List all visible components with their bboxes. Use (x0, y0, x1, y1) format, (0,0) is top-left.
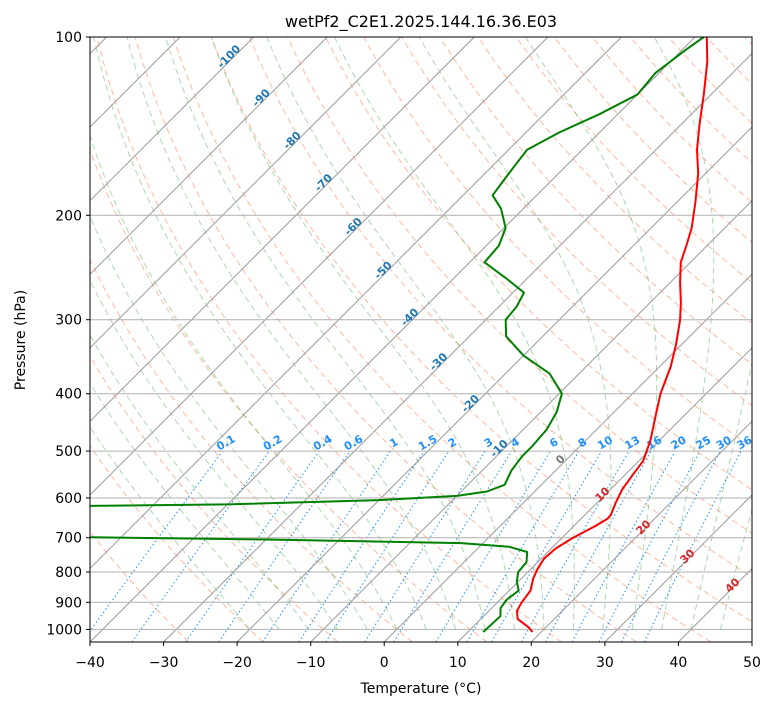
x-tick-label: −30 (149, 655, 179, 671)
dry-adiabat-line (96, 37, 562, 642)
chart-title: wetPf2_C2E1.2025.144.16.36.E03 (285, 12, 557, 32)
isotherm-line (90, 37, 696, 642)
moist-adiabat-line (334, 37, 575, 630)
dry-adiabat-line (286, 37, 752, 534)
x-tick-label: 50 (743, 655, 761, 671)
x-tick-label: 30 (596, 655, 614, 671)
moist-adiabat-line (653, 37, 715, 630)
moist-adiabat-line (93, 37, 427, 630)
moist-adiabat-line (90, 134, 398, 630)
x-axis-ticks: −40 −30 −20 −10 0 10 20 30 40 50 (75, 642, 761, 671)
dry-adiabat-line (134, 37, 637, 642)
x-tick-label: −20 (222, 655, 252, 671)
mixing-ratio-line (262, 450, 391, 642)
isotherm-line (90, 37, 549, 496)
y-tick-label: 400 (55, 387, 82, 403)
mixing-ratio-line (571, 450, 676, 642)
mixing-ratio-label: 36 (735, 433, 755, 452)
isotherm-line (604, 494, 752, 642)
moist-adiabat-line (90, 426, 251, 630)
mixing-ratio-line (185, 450, 320, 642)
isotherm-line (383, 273, 752, 642)
isotherm-line (163, 52, 752, 642)
mixing-ratio-line (131, 450, 270, 642)
isotherm-line (90, 37, 622, 570)
isotherm-line (90, 37, 402, 349)
dry-adiabat-line (210, 37, 752, 623)
y-tick-label: 800 (55, 565, 82, 581)
mixing-ratio-line (521, 450, 630, 642)
moist-adiabat-line (165, 37, 486, 630)
mixing-ratio-line (545, 450, 652, 642)
mixing-ratio-line (218, 450, 351, 642)
y-axis-label: Pressure (hPa) (13, 290, 29, 390)
moist-adiabat-line (90, 333, 309, 630)
moist-adiabat-line (524, 37, 658, 630)
mixing-ratio-line (393, 450, 513, 642)
moist-adiabat-line (690, 360, 752, 630)
x-tick-label: −10 (296, 655, 326, 671)
temperature-profile-line (516, 37, 709, 633)
y-tick-label: 1000 (46, 622, 82, 638)
y-tick-label: 100 (55, 30, 82, 46)
moist-adiabat-line (126, 37, 457, 630)
x-tick-label: −40 (75, 655, 105, 671)
moist-adiabat-line (266, 37, 545, 630)
isotherm-line (90, 37, 328, 275)
isotherm-line (90, 37, 255, 202)
mixing-ratio-line (90, 450, 223, 632)
x-tick-label: 0 (380, 655, 389, 671)
x-tick-label: 10 (449, 655, 467, 671)
y-tick-label: 300 (55, 313, 82, 329)
moist-adiabat-line (90, 214, 368, 630)
moist-adiabat-line (418, 37, 612, 630)
mixing-ratio-line (298, 450, 425, 642)
x-tick-label: 20 (522, 655, 540, 671)
y-tick-label: 700 (55, 531, 82, 547)
profiles (90, 37, 709, 633)
dry-adiabat-line (248, 37, 752, 578)
isotherm-line (530, 420, 752, 642)
dewpoint-profile-line (90, 37, 705, 633)
isotherm-line (90, 37, 475, 423)
moist-adiabat-line (211, 37, 515, 630)
x-tick-label: 40 (669, 655, 687, 671)
y-axis-ticks: 100 200 300 400 500 600 700 800 900 1000 (46, 30, 90, 638)
isotherm-line (457, 347, 752, 642)
isotherm-line (310, 199, 752, 642)
moist-adiabat-line (719, 507, 752, 630)
moist-adiabats (90, 37, 752, 630)
dry-adiabat-line (325, 37, 752, 491)
y-tick-label: 200 (55, 208, 82, 224)
y-tick-label: 500 (55, 444, 82, 460)
y-tick-label: 600 (55, 491, 82, 507)
plot-frame (89, 36, 753, 643)
dry-adiabat-line (90, 355, 339, 642)
mixing-ratio-line (643, 450, 742, 642)
moist-adiabat-line (90, 279, 339, 630)
x-axis-label: Temperature (°C) (360, 681, 482, 697)
mixing-ratio-line (325, 450, 450, 642)
moist-adiabat-line (90, 382, 280, 630)
dry-adiabat-line (90, 258, 413, 642)
dry-adiabat-line (90, 445, 264, 642)
mixing-ratio-lines (90, 450, 742, 642)
y-tick-label: 900 (55, 595, 82, 611)
